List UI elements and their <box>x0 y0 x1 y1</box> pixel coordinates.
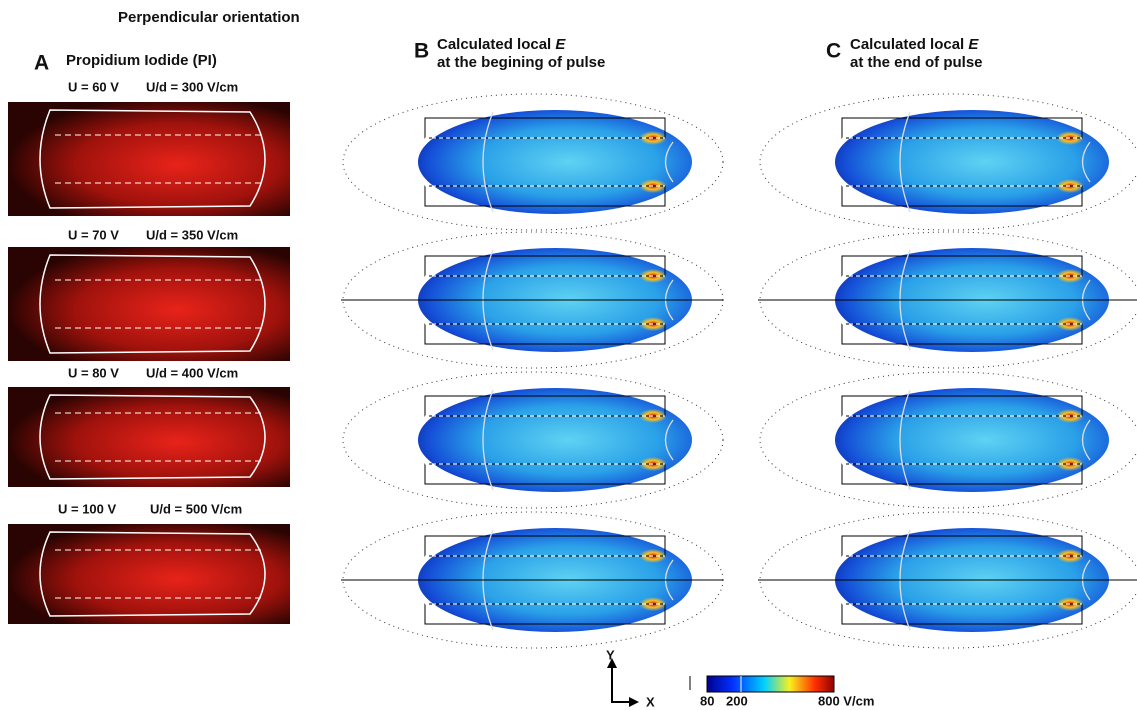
colorbar-label: 80 <box>700 693 714 708</box>
title-symbol: E <box>555 36 566 53</box>
panel-title: Calculated local E <box>850 36 979 53</box>
figure-title: Perpendicular orientation <box>118 9 300 26</box>
row-voltage: U = 100 V <box>58 501 117 516</box>
panel-letter: C <box>826 40 841 63</box>
panel-title: Calculated local E <box>437 36 566 53</box>
axis-label: X <box>646 694 655 709</box>
field-map <box>835 110 1109 214</box>
field-map <box>418 110 692 214</box>
pi-image <box>8 102 290 216</box>
pi-image <box>8 524 290 624</box>
panel-letter: A <box>34 52 49 75</box>
field-map <box>418 388 692 492</box>
row-voltage: U = 60 V <box>68 79 119 94</box>
title-symbol: E <box>968 36 979 53</box>
colorbar <box>707 676 834 692</box>
pi-image <box>8 247 290 361</box>
row-field: U/d = 350 V/cm <box>146 227 238 242</box>
row-field: U/d = 300 V/cm <box>146 79 238 94</box>
panel-subtitle: at the begining of pulse <box>437 54 605 71</box>
pi-image <box>8 387 290 487</box>
row-voltage: U = 70 V <box>68 227 119 242</box>
row-field: U/d = 400 V/cm <box>146 365 238 380</box>
axes-icon <box>607 658 639 707</box>
title-text: Calculated local <box>850 36 964 53</box>
panel-title: Propidium Iodide (PI) <box>66 52 217 69</box>
row-field: U/d = 500 V/cm <box>150 501 242 516</box>
panel-letter: B <box>414 40 429 63</box>
row-voltage: U = 80 V <box>68 365 119 380</box>
title-text: Calculated local <box>437 36 551 53</box>
colorbar-label: 800 V/cm <box>818 693 874 708</box>
field-map <box>835 388 1109 492</box>
axis-label: Y <box>606 647 615 662</box>
figure: Perpendicular orientation A Propidium Io… <box>0 0 1137 710</box>
panel-subtitle: at the end of pulse <box>850 54 983 71</box>
colorbar-label: 200 <box>726 693 748 708</box>
